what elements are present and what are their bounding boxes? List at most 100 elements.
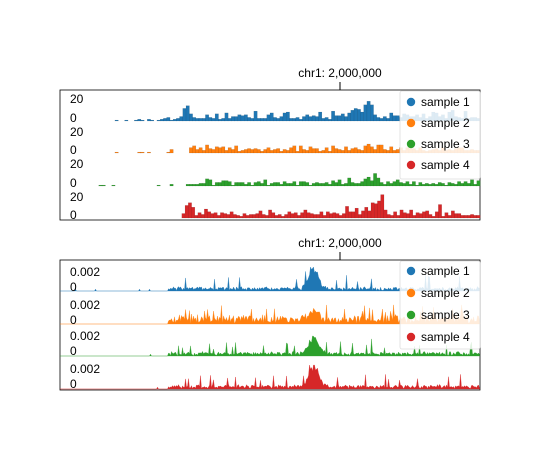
- track-sample-4: 20 0: [70, 190, 481, 222]
- bar: [243, 149, 248, 154]
- bar: [318, 111, 323, 122]
- bar: [335, 213, 340, 219]
- bar: [386, 181, 390, 187]
- bar: [231, 184, 235, 187]
- bar: [463, 181, 468, 187]
- bar: [261, 214, 266, 219]
- y-tick-max: 0.002: [70, 265, 100, 279]
- bar: [406, 213, 410, 219]
- bar: [376, 177, 381, 187]
- bar: [192, 117, 197, 122]
- bar: [383, 209, 388, 219]
- bar: [441, 183, 445, 187]
- bar: [293, 212, 298, 219]
- legend-label: sample 3: [421, 308, 470, 322]
- bar: [347, 112, 352, 122]
- bar: [279, 184, 284, 187]
- bar: [258, 210, 263, 219]
- y-tick-max: 0.002: [70, 298, 100, 312]
- bar: [325, 211, 330, 219]
- legend-label: sample 4: [421, 330, 470, 344]
- bar: [447, 182, 452, 187]
- bar: [382, 184, 387, 187]
- bar: [269, 150, 274, 154]
- bar: [150, 119, 155, 122]
- bar: [450, 183, 455, 187]
- bar: [366, 143, 371, 154]
- bar: [198, 118, 203, 122]
- bar: [344, 116, 348, 122]
- bar: [188, 202, 192, 219]
- bar: [392, 150, 397, 154]
- legend-marker: [406, 266, 416, 276]
- y-tick-max: 0.002: [70, 362, 100, 376]
- bar: [350, 148, 355, 154]
- bar: [318, 151, 323, 154]
- bar: [263, 149, 268, 154]
- bar: [159, 119, 164, 122]
- bar: [208, 179, 213, 187]
- bar: [198, 183, 203, 187]
- bar: [431, 216, 436, 219]
- bar: [332, 212, 337, 219]
- bar: [182, 108, 187, 122]
- bar: [205, 114, 209, 122]
- bar: [201, 150, 206, 154]
- legend-box: [399, 260, 481, 350]
- bar: [198, 147, 203, 154]
- coverage-panel: chr1: 2,000,000 0.002 0 0.002 0 0.002 0 …: [59, 236, 481, 391]
- bar: [358, 214, 362, 219]
- bar: [208, 117, 213, 122]
- bar: [309, 213, 314, 219]
- bar: [399, 209, 404, 219]
- bar: [366, 176, 371, 187]
- bar: [218, 119, 222, 122]
- bar: [207, 211, 212, 219]
- legend-entry: sample 1: [406, 95, 470, 109]
- bar: [318, 183, 323, 187]
- bar: [315, 116, 319, 122]
- legend-entry: sample 4: [406, 158, 470, 172]
- bar: [340, 150, 345, 154]
- y-tick-zero: 0: [70, 111, 77, 125]
- bar: [205, 178, 209, 187]
- bar: [379, 144, 384, 154]
- bar: [402, 212, 407, 219]
- bar: [273, 182, 277, 187]
- bar: [243, 184, 248, 187]
- bar: [473, 184, 478, 187]
- bar: [382, 149, 387, 154]
- bar: [216, 215, 221, 219]
- bar: [285, 150, 290, 154]
- bar: [282, 149, 287, 154]
- bar: [289, 147, 293, 154]
- bar: [324, 147, 329, 154]
- bar: [379, 182, 384, 187]
- bar: [253, 182, 258, 187]
- bar: [376, 144, 381, 154]
- bar: [260, 151, 264, 154]
- bar: [236, 215, 240, 219]
- bar: [163, 118, 167, 122]
- bar: [392, 115, 397, 122]
- legend-entry: sample 3: [406, 137, 470, 151]
- legend-label: sample 4: [421, 158, 470, 172]
- bar: [369, 180, 374, 187]
- bar: [422, 211, 426, 219]
- bar: [231, 116, 235, 122]
- bar: [289, 183, 293, 187]
- bar: [242, 213, 247, 219]
- bar: [341, 213, 346, 219]
- bar: [298, 145, 303, 154]
- bar: [192, 184, 197, 187]
- bar: [460, 215, 465, 219]
- legend-entry: sample 2: [406, 116, 470, 130]
- bar: [389, 146, 394, 154]
- bar: [340, 113, 345, 122]
- bar: [305, 114, 310, 122]
- bar: [237, 182, 242, 187]
- bar: [350, 182, 355, 187]
- bar: [255, 213, 260, 219]
- bar: [224, 180, 229, 187]
- bar: [395, 115, 400, 122]
